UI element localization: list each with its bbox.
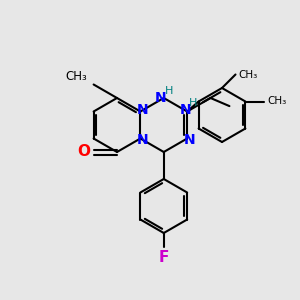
Text: N: N: [136, 134, 148, 148]
Text: N: N: [136, 103, 148, 116]
Text: N: N: [155, 91, 166, 105]
Text: CH₃: CH₃: [66, 70, 88, 83]
Text: O: O: [77, 145, 90, 160]
Text: CH₃: CH₃: [267, 97, 286, 106]
Text: H: H: [165, 86, 173, 96]
Text: N: N: [179, 103, 191, 116]
Text: CH₃: CH₃: [238, 70, 258, 80]
Text: H: H: [189, 98, 197, 109]
Text: N: N: [183, 134, 195, 148]
Text: F: F: [159, 250, 169, 265]
